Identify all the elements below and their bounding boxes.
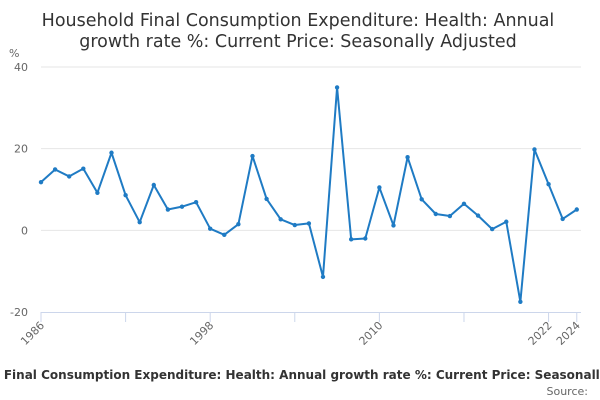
legend-item-label[interactable]: Household Final Consumption Expenditure:… [0,368,600,382]
plot-area [38,85,579,304]
data-point-1993[interactable] [137,219,142,225]
y-tick-label-0: 0 [21,224,28,237]
data-point-1989[interactable] [81,166,86,171]
data-point-2011[interactable] [391,223,396,228]
data-point-1990[interactable] [95,190,100,195]
data-point-2005[interactable] [306,221,312,226]
series-line [40,86,578,303]
data-point-1986[interactable] [38,179,44,185]
data-point-2014[interactable] [433,211,438,217]
data-point-1988[interactable] [67,174,72,179]
data-point-1991[interactable] [109,150,114,155]
data-point-2017[interactable] [475,213,481,218]
data-point-1987[interactable] [52,167,58,172]
source-credit[interactable]: Source: [547,385,589,398]
x-tick-label-2022: 2022 [526,319,555,348]
x-tick-label-2024: 2024 [554,319,583,348]
data-point-1998[interactable] [207,226,213,231]
y-tick-label--20: -20 [10,306,28,319]
y-tick-label-40: 40 [14,61,28,74]
x-axis-tick-labels: 1986 1998 2010 2022 2024 [18,319,583,348]
data-point-1994[interactable] [151,182,156,188]
chart-title-line-2: growth rate %: Current Price: Seasonally… [79,32,517,52]
data-point-2009[interactable] [363,236,368,241]
data-point-2019[interactable] [504,219,509,224]
data-point-2021[interactable] [532,147,537,152]
data-point-2002[interactable] [264,196,269,202]
y-axis-unit-label: % [9,47,19,60]
data-point-2001[interactable] [250,153,255,159]
data-point-2007[interactable] [334,85,340,90]
y-tick-label-20: 20 [14,143,28,156]
data-point-2004[interactable] [292,222,297,228]
data-point-2003[interactable] [278,217,283,222]
chart-title-line-1: Household Final Consumption Expenditure:… [42,11,555,31]
x-axis [40,312,581,322]
data-point-2015[interactable] [447,213,453,219]
data-point-2010[interactable] [377,185,382,190]
data-point-2016[interactable] [461,201,467,206]
data-point-2018[interactable] [489,226,495,232]
data-point-1999[interactable] [222,232,227,238]
data-point-1992[interactable] [123,193,128,198]
data-point-2024[interactable] [574,207,579,212]
data-point-2012[interactable] [405,155,410,160]
y-axis-tick-labels: -20 0 20 40 [10,61,28,319]
x-tick-label-2010: 2010 [357,319,386,348]
data-point-2023[interactable] [560,216,565,222]
gridlines [41,66,581,231]
data-point-2006[interactable] [320,274,326,280]
data-point-2008[interactable] [348,237,354,242]
data-point-1996[interactable] [179,204,185,209]
data-point-2000[interactable] [236,222,241,227]
data-point-1997[interactable] [193,199,199,205]
data-point-1995[interactable] [165,207,171,212]
x-tick-label-1986: 1986 [18,319,47,348]
x-tick-label-1998: 1998 [187,319,216,348]
data-point-2022[interactable] [546,181,551,187]
data-point-2013[interactable] [419,197,424,202]
data-point-2020[interactable] [518,299,523,304]
legend[interactable]: Household Final Consumption Expenditure:… [0,368,600,382]
